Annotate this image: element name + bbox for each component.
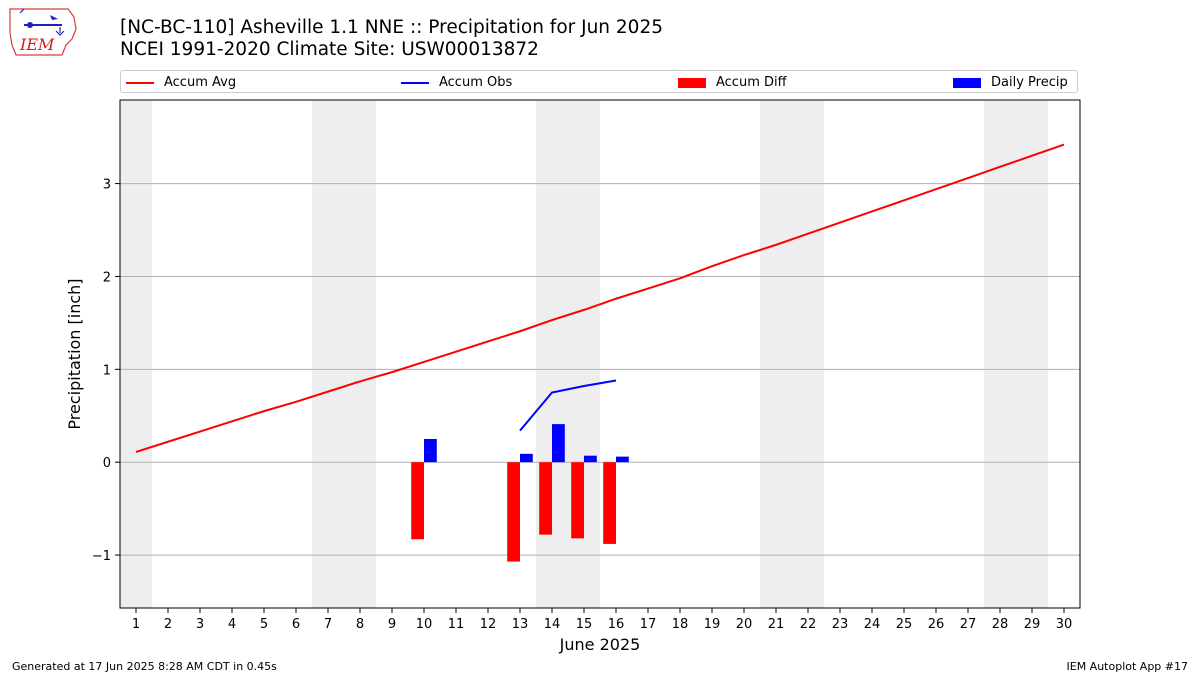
daily-precip-bar (584, 455, 597, 463)
app-label: IEM Autoplot App #17 (1066, 660, 1189, 673)
legend-label-daily-precip: Daily Precip (991, 75, 1068, 90)
x-tick-label: 9 (388, 617, 396, 632)
x-tick-label: 16 (608, 617, 625, 632)
y-tick-label: 2 (103, 270, 111, 285)
x-tick-label: 17 (640, 617, 657, 632)
x-tick-label: 21 (768, 617, 785, 632)
generated-timestamp: Generated at 17 Jun 2025 8:28 AM CDT in … (12, 660, 277, 673)
x-tick-label: 18 (672, 617, 689, 632)
accum-diff-bar (603, 462, 616, 544)
weekend-band (984, 100, 1048, 608)
chart-subtitle: NCEI 1991-2020 Climate Site: USW00013872 (120, 39, 539, 60)
y-tick-label: 1 (103, 363, 111, 378)
x-tick-label: 13 (512, 617, 529, 632)
x-tick-label: 1 (132, 617, 140, 632)
x-tick-label: 6 (292, 617, 300, 632)
legend-swatch-accum-avg (126, 81, 154, 84)
legend-label-accum-avg: Accum Avg (164, 75, 237, 90)
x-tick-label: 4 (228, 617, 236, 632)
accum-diff-bar (507, 462, 520, 562)
daily-precip-bar (552, 424, 565, 463)
x-tick-label: 2 (164, 617, 172, 632)
chart-title: [NC-BC-110] Asheville 1.1 NNE :: Precipi… (120, 17, 663, 38)
x-tick-label: 3 (196, 617, 204, 632)
legend-label-accum-diff: Accum Diff (716, 75, 787, 90)
x-axis-label: June 2025 (559, 635, 641, 654)
x-tick-label: 25 (896, 617, 913, 632)
x-tick-label: 28 (992, 617, 1009, 632)
legend-item-accum-obs: Accum Obs (401, 71, 512, 94)
gridlines (120, 183, 1080, 556)
x-tick-label: 8 (356, 617, 364, 632)
weekend-band (120, 100, 152, 608)
y-tick-label: 3 (103, 178, 111, 193)
legend-swatch-accum-diff (678, 77, 706, 88)
x-tick-label: 24 (864, 617, 881, 632)
x-tick-label: 30 (1056, 617, 1073, 632)
x-tick-label: 29 (1024, 617, 1041, 632)
accum-avg-line (135, 143, 1065, 453)
series-lines (135, 143, 1065, 453)
weekend-band (312, 100, 376, 608)
daily-precip-bar (424, 438, 437, 463)
x-tick-label: 10 (416, 617, 433, 632)
iem-iowa-weather-logo-icon: IEM (9, 8, 77, 56)
plot-frame (119, 99, 1081, 609)
legend-swatch-accum-obs (401, 81, 429, 84)
bars (411, 424, 629, 562)
x-tick-label: 19 (704, 617, 721, 632)
daily-precip-bar (616, 456, 629, 463)
x-tick-label: 27 (960, 617, 977, 632)
legend-label-accum-obs: Accum Obs (439, 75, 513, 90)
x-tick-label: 23 (832, 617, 849, 632)
weekend-band (760, 100, 824, 608)
legend-item-accum-avg: Accum Avg (126, 71, 236, 94)
legend-item-daily-precip: Daily Precip (953, 71, 1068, 94)
chart-legend: Accum Avg Accum Obs Accum Diff Daily Pre… (120, 70, 1078, 93)
x-tick-label: 15 (576, 617, 593, 632)
accum-diff-bar (571, 462, 584, 539)
accum-diff-bar (539, 462, 552, 535)
iem-logo: IEM (6, 5, 82, 61)
legend-item-accum-diff: Accum Diff (678, 71, 787, 94)
legend-swatch-daily-precip (953, 77, 981, 88)
accum-obs-line (519, 379, 617, 432)
y-tick-label: 0 (103, 456, 111, 471)
weekend-shading (120, 100, 1048, 608)
daily-precip-bar (520, 453, 533, 463)
y-tick-label: −1 (92, 549, 111, 564)
x-tick-label: 26 (928, 617, 945, 632)
x-tick-label: 11 (448, 617, 465, 632)
accum-diff-bar (411, 462, 424, 540)
x-tick-label: 14 (544, 617, 561, 632)
x-tick-label: 12 (480, 617, 497, 632)
x-tick-label: 20 (736, 617, 753, 632)
logo-text: IEM (19, 35, 55, 54)
x-tick-label: 7 (324, 617, 332, 632)
y-axis-label: Precipitation [inch] (65, 278, 84, 429)
x-tick-label: 5 (260, 617, 268, 632)
x-tick-label: 22 (800, 617, 817, 632)
